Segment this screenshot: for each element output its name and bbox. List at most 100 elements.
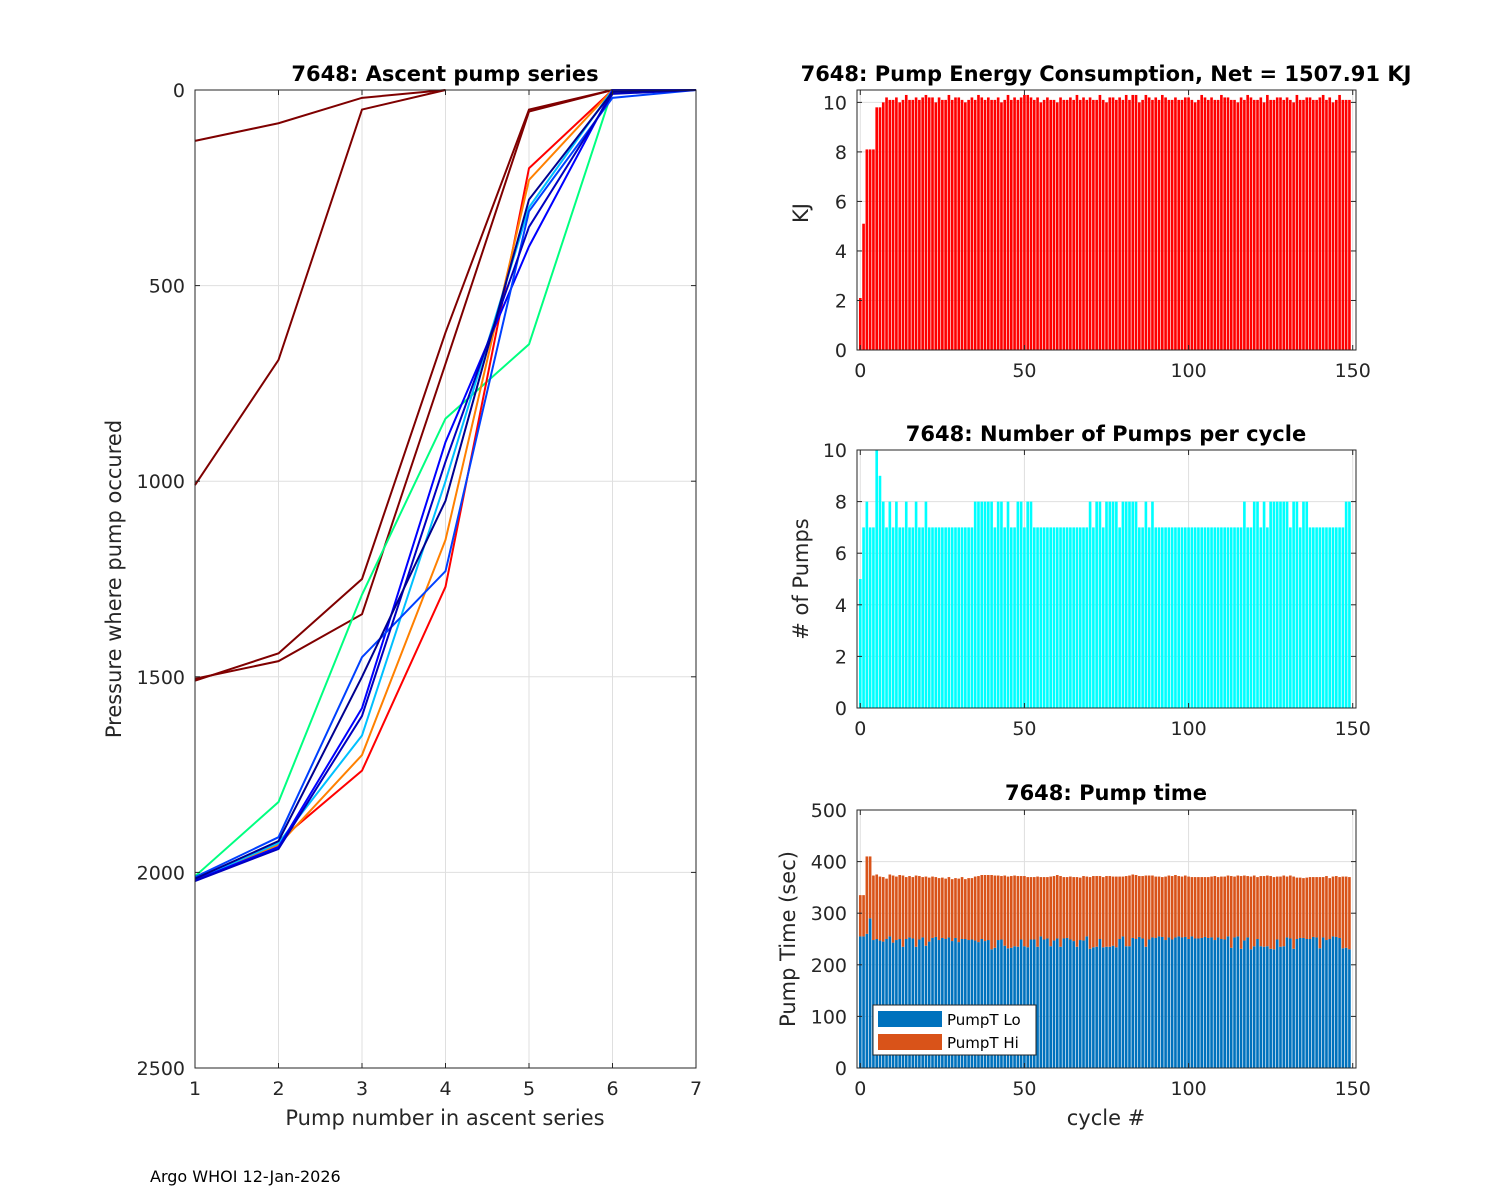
- pumptime-bar-lo: [865, 933, 869, 1068]
- pumptime-bar-hi: [1206, 877, 1210, 938]
- pumptime-bar-lo: [895, 940, 898, 1068]
- energy-bar: [1065, 99, 1069, 351]
- pumptime-bar-hi: [1065, 877, 1069, 938]
- pumptime-bar-hi: [1138, 876, 1141, 937]
- pumptime-bar-lo: [987, 940, 990, 1068]
- pumptime-bar-lo: [1289, 938, 1292, 1068]
- pumptime-bar-hi: [1078, 877, 1082, 941]
- pumps-bar: [1128, 501, 1131, 708]
- pumptime-bar-lo: [1269, 948, 1272, 1068]
- pumptime-bar-hi: [921, 877, 924, 938]
- pumps-bar: [1006, 501, 1010, 708]
- pumptime-ylabel: Pump Time (sec): [776, 851, 800, 1027]
- pumps-bar: [1302, 501, 1305, 708]
- pumptime-bar-hi: [1295, 877, 1299, 939]
- pumptime-bar-hi: [970, 878, 974, 940]
- pumptime-bar-hi: [1200, 877, 1204, 938]
- pumps-bar: [1334, 527, 1338, 708]
- pumps-bar: [1187, 527, 1190, 708]
- energy-bar: [914, 97, 918, 350]
- pumps-bar: [1170, 527, 1174, 708]
- pumptime-bar-lo: [1193, 938, 1197, 1068]
- energy-ytick-label: 4: [835, 241, 847, 263]
- pumptime-bar-hi: [858, 895, 862, 937]
- pumptime-bar-hi: [1019, 876, 1023, 940]
- energy-bar: [1206, 99, 1210, 351]
- pumptime-bar-lo: [947, 937, 951, 1068]
- pumps-bar: [1285, 501, 1289, 708]
- energy-xtick-label: 50: [1012, 360, 1036, 382]
- pumps-bar: [1098, 501, 1102, 708]
- pumptime-ytick-label: 200: [811, 955, 847, 977]
- pumptime-bar-lo: [954, 937, 957, 1068]
- pumptime-bar-lo: [1042, 939, 1046, 1068]
- pumptime-axes-box: [856, 809, 1357, 1069]
- pumps-bar: [1111, 501, 1115, 708]
- energy-bar: [1282, 99, 1286, 351]
- pumptime-bar-hi: [1164, 876, 1167, 941]
- pumps-bar: [921, 527, 924, 708]
- pumps-bar: [1177, 527, 1181, 708]
- pumptime-bar-hi: [1118, 876, 1121, 939]
- energy-bar: [1223, 97, 1226, 350]
- pumptime-bar-hi: [1318, 877, 1322, 949]
- pumptime-bar-lo: [1055, 938, 1059, 1068]
- pumptime-bar-hi: [918, 876, 921, 940]
- pumps-bar: [931, 527, 934, 708]
- pumptime-bar-lo: [1141, 938, 1144, 1068]
- energy-xtick-label: 150: [1335, 360, 1371, 382]
- pumptime-bar-hi: [1275, 876, 1279, 940]
- pumptime-bar-lo: [1072, 941, 1075, 1068]
- pumptime-bar-lo: [1039, 936, 1043, 1068]
- energy-bar: [1292, 102, 1295, 350]
- pumps-bar: [973, 501, 977, 708]
- pumptime-bar-lo: [1259, 946, 1263, 1068]
- pumps-bar: [1042, 527, 1046, 708]
- pumps-axes-box: [856, 449, 1357, 709]
- pumptime-bar-hi: [1177, 876, 1181, 937]
- pumptime-bar-lo: [911, 938, 915, 1068]
- pumptime-bar-lo: [1078, 940, 1082, 1068]
- pumptime-bar-hi: [1134, 875, 1138, 939]
- pumptime-bar-lo: [1128, 946, 1131, 1068]
- pumptime-bar-hi: [878, 876, 882, 941]
- pumptime-bar-hi: [1124, 876, 1128, 947]
- pumps-bar: [1203, 527, 1207, 708]
- energy-bar: [931, 97, 934, 350]
- pumptime-bar-lo: [1144, 946, 1148, 1068]
- energy-bar: [1131, 94, 1135, 350]
- pumps-ytick-label: 2: [835, 646, 847, 668]
- pumptime-bar-lo: [1124, 946, 1128, 1068]
- pumptime-bar-lo: [1052, 940, 1056, 1068]
- energy-bar: [950, 99, 954, 351]
- pumptime-bar-lo: [970, 939, 974, 1068]
- pumptime-bar-hi: [1292, 876, 1295, 949]
- energy-bar: [957, 97, 961, 350]
- energy-bar: [1095, 99, 1098, 351]
- pumptime-bar-lo: [1325, 940, 1328, 1068]
- pumptime-bar-hi: [973, 876, 977, 941]
- pumps-bar: [1141, 527, 1144, 708]
- pumptime-bar-lo: [1000, 939, 1003, 1068]
- energy-bar: [1312, 99, 1315, 351]
- pumps-bar: [1305, 501, 1309, 708]
- energy-bar: [891, 99, 895, 351]
- pumptime-bar-hi: [1115, 876, 1118, 948]
- pumptime-bar-hi: [1183, 875, 1187, 937]
- pumptime-bar-lo: [1236, 936, 1240, 1068]
- pumptime-bar-hi: [1226, 875, 1230, 937]
- pumps-bar: [911, 527, 915, 708]
- energy-bar: [1259, 97, 1263, 350]
- footer-note: Argo WHOI 12-Jan-2026: [150, 1167, 341, 1186]
- pumps-bar: [865, 501, 869, 708]
- pumps-bar: [1236, 527, 1240, 708]
- pumptime-bar-hi: [1157, 876, 1161, 937]
- energy-bar: [1003, 99, 1007, 351]
- ascent-ytick-label: 500: [149, 276, 185, 298]
- pumps-bar: [1275, 501, 1279, 708]
- pumptime-bar-hi: [950, 879, 954, 942]
- energy-bar: [947, 94, 951, 350]
- energy-bar: [1105, 102, 1108, 350]
- pumps-bar: [1315, 527, 1318, 708]
- energy-bar: [967, 99, 970, 351]
